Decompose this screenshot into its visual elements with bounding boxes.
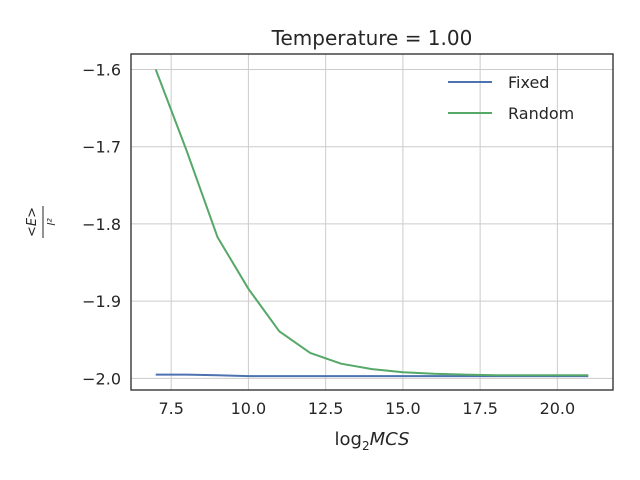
y-tick-label: −1.9 (82, 292, 121, 311)
x-tick-label: 10.0 (231, 399, 267, 418)
series-layer (154, 69, 589, 378)
plot-frame (130, 53, 614, 391)
legend-label-random: Random (508, 104, 574, 123)
y-tick-labels: −1.6 −1.7 −1.8 −1.9 −2.0 (82, 60, 121, 388)
y-tick-label: −1.6 (82, 60, 121, 79)
y-tick-label: −2.0 (82, 369, 121, 388)
grid (131, 54, 613, 390)
x-tick-label: 17.5 (462, 399, 498, 418)
x-tick-label: 20.0 (540, 399, 576, 418)
x-tick-labels: 7.5 10.0 12.5 15.0 17.5 20.0 (158, 399, 575, 418)
x-tick-label: 7.5 (158, 399, 183, 418)
y-tick-label: −1.7 (82, 138, 121, 157)
x-tick-label: 15.0 (385, 399, 421, 418)
x-tick-label: 12.5 (308, 399, 344, 418)
x-axis-label: log2MCS (335, 429, 410, 453)
y-tick-label: −1.8 (82, 215, 121, 234)
y-axis-label-numerator: <E> (25, 207, 40, 237)
series-line-random (154, 69, 589, 377)
legend-label-fixed: Fixed (508, 73, 549, 92)
y-axis-label: <E> l² (25, 206, 58, 238)
y-axis-label-denominator: l² (45, 218, 58, 226)
legend: Fixed Random (448, 73, 574, 123)
chart-title: Temperature = 1.00 (271, 26, 473, 50)
